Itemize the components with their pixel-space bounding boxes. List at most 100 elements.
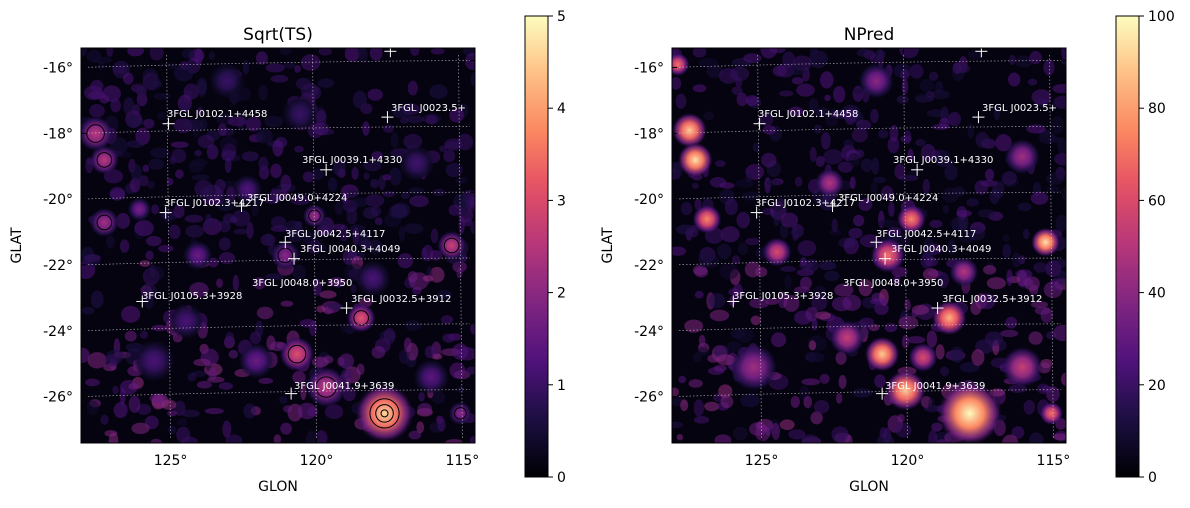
heatmap-speckle — [168, 224, 181, 240]
heatmap-speckle — [716, 354, 736, 366]
heatmap-speckle — [881, 185, 894, 201]
source-label: 3FGL J0040.3+4049 — [300, 244, 400, 255]
y-tick-label: -18° — [43, 126, 73, 142]
contour-line — [375, 404, 394, 423]
heatmap-blob — [238, 343, 274, 379]
heatmap-speckle — [324, 404, 344, 420]
heatmap-speckle — [120, 305, 141, 323]
heatmap-speckle — [791, 77, 804, 85]
heatmap-speckle — [684, 319, 704, 333]
heatmap-speckle — [418, 392, 425, 402]
heatmap-speckle — [703, 111, 715, 121]
heatmap-blob — [1039, 401, 1064, 426]
heatmap-speckle — [166, 177, 174, 186]
heatmap-speckle — [909, 64, 924, 79]
heatmap-speckle — [452, 343, 469, 360]
heatmap-speckle — [809, 146, 817, 162]
heatmap-speckle — [745, 237, 760, 246]
heatmap-speckle — [790, 395, 800, 409]
heatmap-speckle — [216, 278, 223, 288]
heatmap-speckle — [100, 414, 109, 425]
colorbar-tick-label: 1 — [557, 378, 566, 394]
heatmap-blob — [437, 230, 467, 261]
heatmap-speckle — [1060, 372, 1066, 386]
heatmap-speckle — [409, 195, 429, 208]
heatmap-speckle — [680, 399, 689, 412]
heatmap-speckle — [374, 217, 383, 226]
heatmap-speckle — [874, 374, 886, 388]
heatmap-speckle — [967, 49, 983, 60]
heatmap-speckle — [788, 106, 804, 117]
heatmap-speckle — [116, 212, 131, 229]
heatmap-speckle — [680, 202, 693, 216]
heatmap-speckle — [448, 204, 461, 216]
grid-line-lat — [671, 191, 1067, 200]
heatmap-speckle — [143, 118, 155, 129]
heatmap-speckle — [783, 294, 800, 312]
heatmap-speckle — [935, 158, 954, 167]
grid-line-lat — [80, 191, 476, 200]
y-tick-label: -26° — [634, 390, 664, 406]
heatmap-speckle — [437, 418, 446, 432]
heatmap-speckle — [1037, 383, 1050, 395]
heatmap-speckle — [858, 198, 873, 211]
heatmap-blob — [949, 257, 979, 287]
heatmap-speckle — [273, 434, 282, 443]
heatmap-speckle — [935, 344, 945, 360]
y-tick-label: -22° — [43, 258, 73, 274]
heatmap-speckle — [352, 227, 360, 246]
heatmap-blob — [399, 145, 435, 181]
heatmap-speckle — [772, 204, 784, 212]
heatmap-speckle — [848, 227, 863, 239]
heatmap-speckle — [145, 250, 154, 261]
heatmap-speckle — [208, 51, 215, 60]
grid-line-lat — [671, 323, 1067, 332]
heatmap-speckle — [253, 277, 266, 290]
heatmap-speckle — [218, 220, 231, 233]
heatmap-blob — [133, 340, 175, 382]
heatmap-speckle — [119, 239, 130, 253]
heatmap-speckle — [456, 385, 465, 393]
heatmap-speckle — [1053, 324, 1066, 342]
heatmap-speckle — [371, 151, 384, 160]
heatmap-speckle — [127, 115, 141, 128]
y-tick-label: -16° — [43, 60, 73, 76]
heatmap-speckle — [218, 382, 234, 390]
heatmap-speckle — [279, 48, 292, 56]
heatmap-speckle — [85, 378, 100, 387]
heatmap-speckle — [105, 235, 115, 249]
heatmap-speckle — [462, 218, 473, 227]
heatmap-speckle — [894, 163, 906, 180]
contour-line — [308, 209, 321, 223]
heatmap-speckle — [808, 340, 817, 351]
heatmap-speckle — [81, 48, 88, 58]
heatmap-speckle — [872, 176, 887, 184]
grid-line-lat — [671, 389, 1067, 397]
heatmap-speckle — [449, 362, 466, 379]
heatmap-speckle — [771, 332, 787, 348]
heatmap-speckle — [290, 194, 311, 206]
heatmap-speckle — [870, 182, 878, 194]
heatmap-speckle — [283, 405, 293, 413]
heatmap-speckle — [720, 395, 734, 409]
heatmap-speckle — [258, 84, 268, 101]
heatmap-speckle — [858, 279, 873, 297]
heatmap-blob — [730, 343, 778, 391]
heatmap-speckle — [1033, 262, 1048, 273]
heatmap-speckle — [1052, 433, 1066, 441]
heatmap-blob — [829, 320, 865, 356]
contour-line — [287, 344, 307, 364]
source-label: 3FGL J0032.5+3912 — [351, 294, 451, 305]
heatmap-speckle — [1002, 234, 1010, 242]
heatmap-blob — [305, 366, 347, 408]
heatmap-speckle — [197, 107, 204, 115]
heatmap-speckle — [926, 109, 946, 118]
heatmap-speckle — [815, 155, 825, 167]
heatmap-blob — [931, 300, 967, 336]
y-tick-label: -20° — [43, 192, 73, 208]
heatmap-speckle — [318, 48, 332, 56]
heatmap-blob — [762, 237, 792, 267]
heatmap-speckle — [823, 149, 844, 165]
heatmap-speckle — [907, 148, 914, 162]
heatmap-speckle — [241, 151, 259, 162]
